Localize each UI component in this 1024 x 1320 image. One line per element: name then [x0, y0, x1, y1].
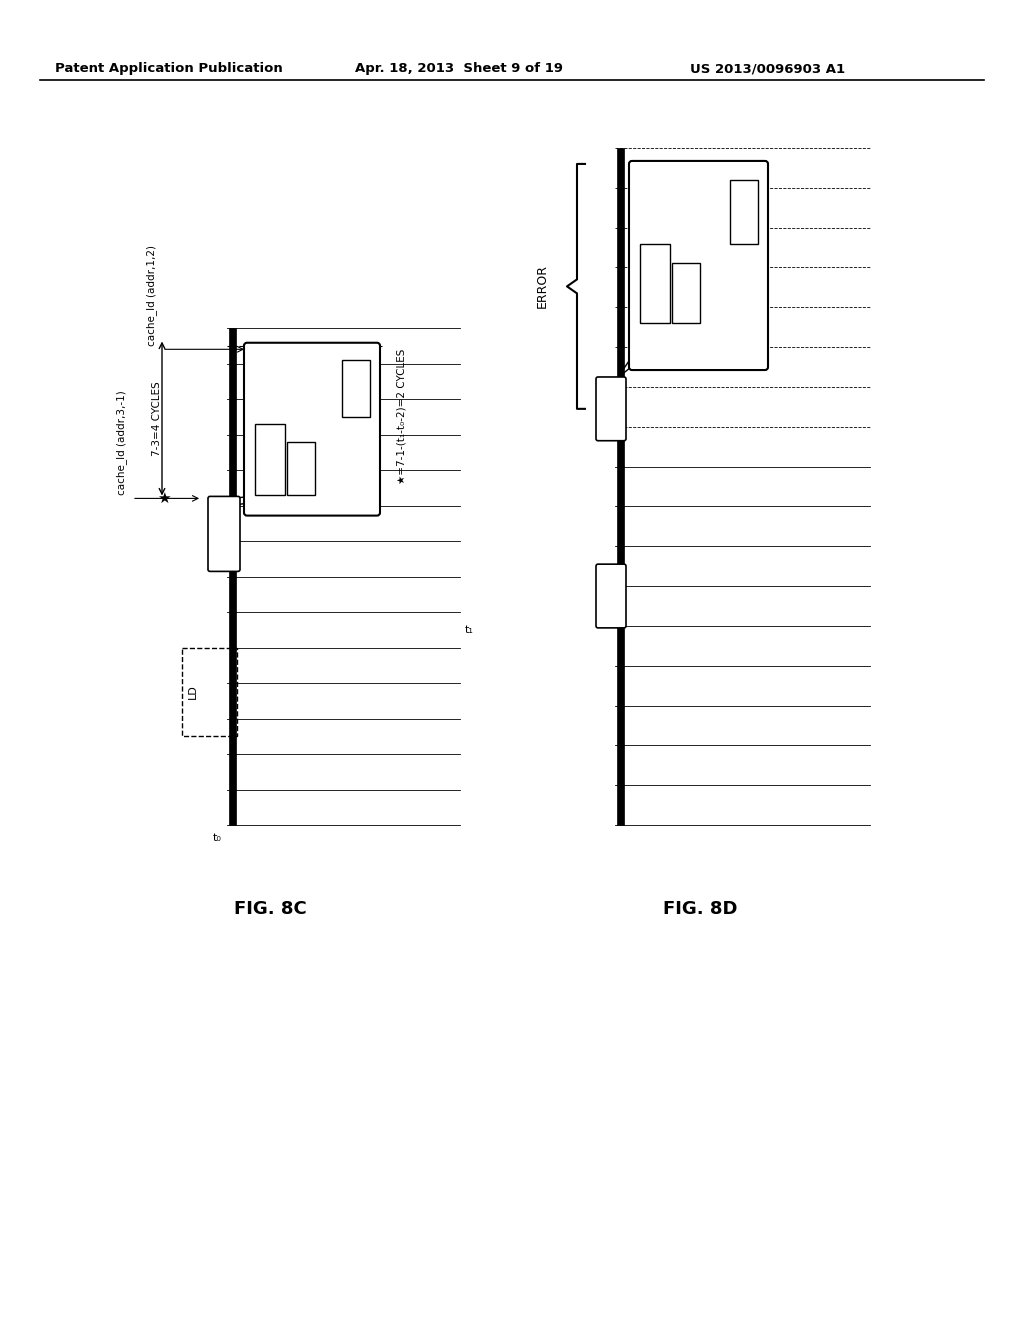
FancyBboxPatch shape [208, 496, 240, 572]
Text: ERROR: ERROR [536, 264, 549, 309]
Text: LD: LD [188, 685, 198, 700]
Text: ADD: ADD [297, 458, 305, 478]
Bar [228, 327, 236, 825]
Bar [182, 648, 237, 737]
Text: t₁: t₁ [465, 624, 474, 635]
Text: ADD: ADD [682, 284, 690, 304]
Text: t₀: t₀ [213, 833, 221, 843]
Text: D: D [220, 529, 228, 539]
Bar [616, 148, 624, 825]
FancyBboxPatch shape [244, 343, 380, 516]
Bar [255, 424, 285, 495]
Text: ADD: ADD [739, 202, 749, 222]
Text: ★=7-1-(t₁-t₀-2)=2 CYCLES: ★=7-1-(t₁-t₀-2)=2 CYCLES [397, 348, 407, 484]
Bar [342, 360, 370, 417]
Text: ADD: ADD [351, 379, 360, 399]
Bar [672, 264, 700, 323]
Text: MULT: MULT [265, 447, 274, 471]
Text: MULT: MULT [650, 272, 659, 296]
Text: US 2013/0096903 A1: US 2013/0096903 A1 [690, 62, 845, 75]
Text: FIG. 8D: FIG. 8D [663, 900, 737, 917]
Text: D: D [607, 591, 615, 601]
Text: Apr. 18, 2013  Sheet 9 of 19: Apr. 18, 2013 Sheet 9 of 19 [355, 62, 563, 75]
Text: Patent Application Publication: Patent Application Publication [55, 62, 283, 75]
FancyBboxPatch shape [629, 161, 768, 370]
Text: ★: ★ [158, 491, 171, 506]
FancyBboxPatch shape [596, 564, 626, 628]
FancyBboxPatch shape [596, 378, 626, 441]
Bar [730, 180, 758, 244]
Text: cache_Id (addr,1,2): cache_Id (addr,1,2) [146, 246, 157, 346]
Text: 7-3=4 CYCLES: 7-3=4 CYCLES [152, 381, 162, 455]
Bar [640, 244, 670, 323]
Text: D: D [607, 404, 615, 414]
Bar [287, 442, 315, 495]
Text: cache_Id (addr,3,-1): cache_Id (addr,3,-1) [116, 391, 127, 495]
Text: FIG. 8C: FIG. 8C [233, 900, 306, 917]
